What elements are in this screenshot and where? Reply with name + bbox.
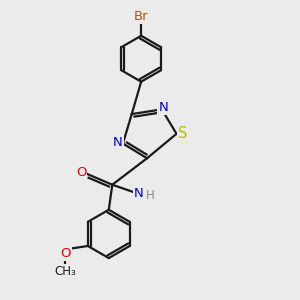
Text: CH₃: CH₃ <box>55 266 76 278</box>
Text: S: S <box>178 126 188 141</box>
Text: Br: Br <box>134 10 148 23</box>
Text: N: N <box>134 187 144 200</box>
Text: O: O <box>60 247 71 260</box>
Text: H: H <box>146 188 155 202</box>
Text: N: N <box>113 136 122 149</box>
Text: N: N <box>158 100 168 113</box>
Text: O: O <box>76 166 86 179</box>
